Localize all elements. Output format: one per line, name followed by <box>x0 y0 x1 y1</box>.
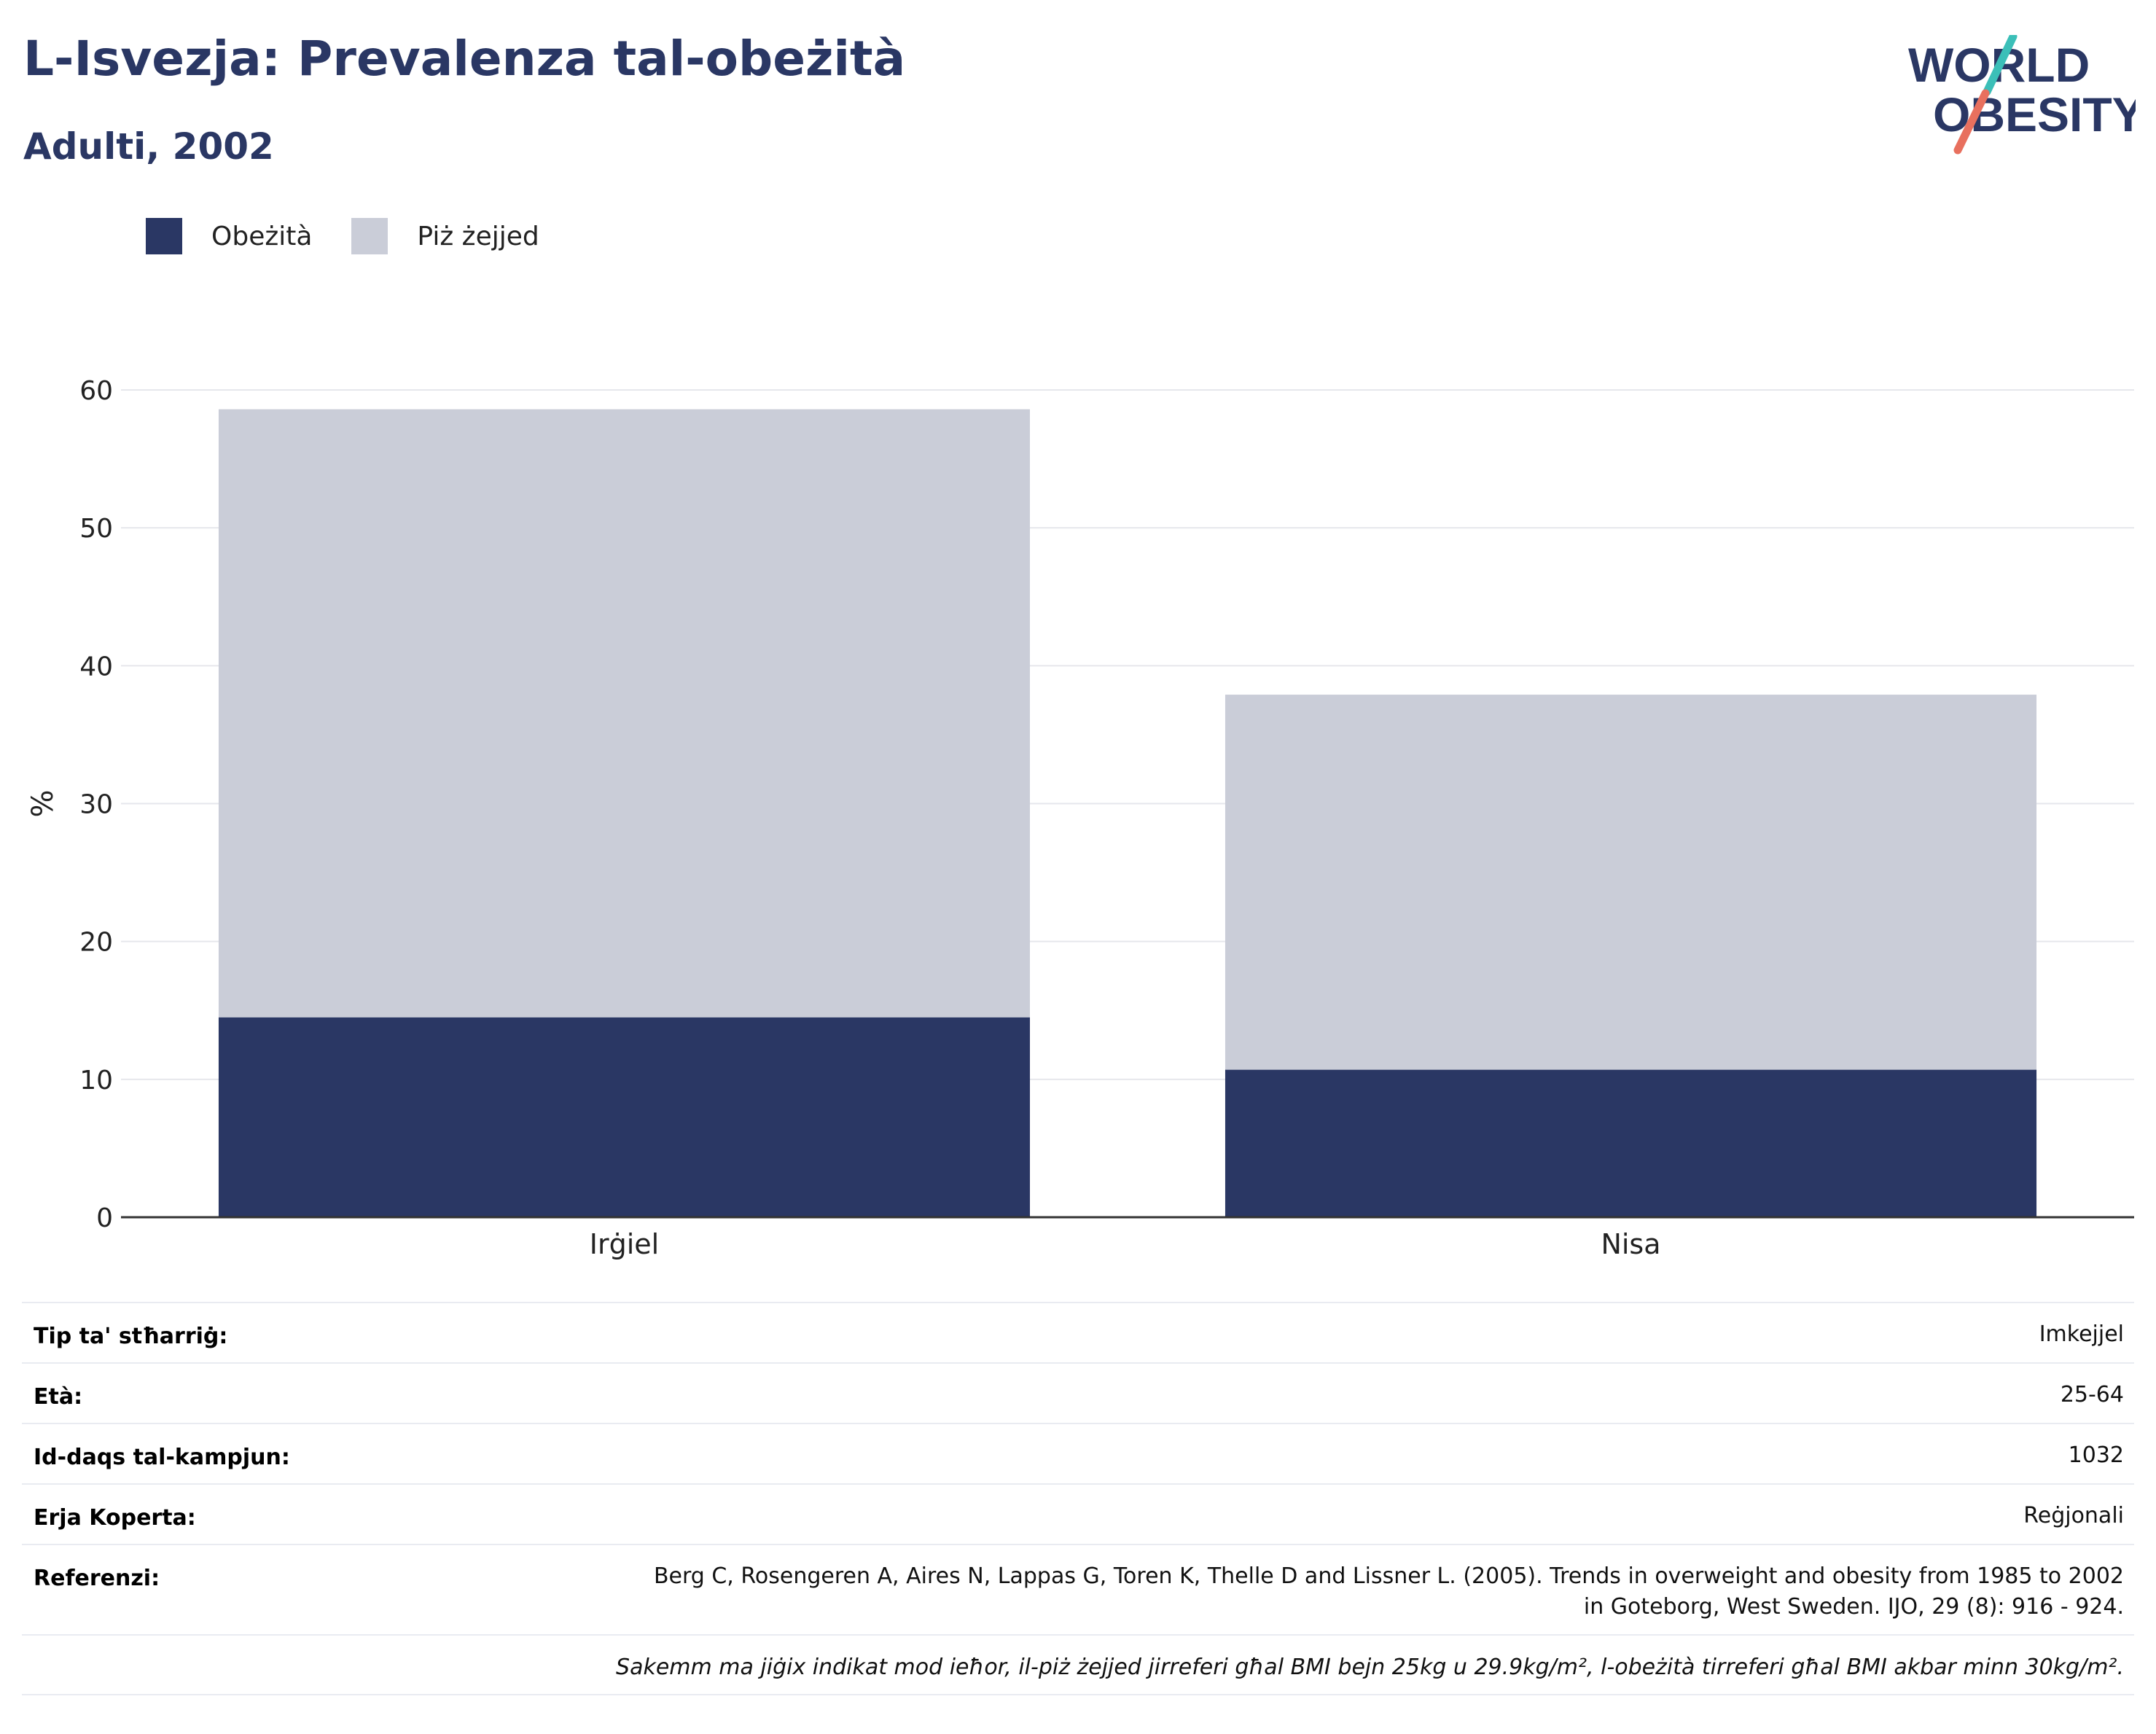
y-tick-label: 50 <box>79 514 113 544</box>
y-tick-label: 60 <box>79 376 113 406</box>
y-axis-label: % <box>26 789 60 817</box>
table-row-references: Referenzi: Berg C, Rosengeren A, Aires N… <box>22 1544 2134 1634</box>
references-value: Berg C, Rosengeren A, Aires N, Lappas G,… <box>375 1561 2124 1622</box>
legend-swatch-obesity <box>146 218 182 254</box>
sample-size-label: Id-daqs tal-kampjun: <box>34 1445 290 1470</box>
bar-obesity-men <box>218 1017 1031 1217</box>
survey-details-table: Tip ta' stħarriġ: Imkejjel Età: 25-64 Id… <box>22 1302 2134 1695</box>
survey-type-label: Tip ta' stħarriġ: <box>34 1324 228 1349</box>
legend-item-obesity[interactable]: Obeżità <box>146 218 312 254</box>
reference-line-2: in Goteborg, West Sweden. IJO, 29 (8): 9… <box>1583 1594 2124 1620</box>
sample-size-value: 1032 <box>2068 1442 2124 1468</box>
bar-overweight-women <box>1225 695 2037 1070</box>
table-row-age: Età: 25-64 <box>22 1362 2134 1423</box>
definition-note: Sakemm ma jiġix indikat mod ieħor, il-pi… <box>22 1634 2134 1695</box>
y-tick-label: 20 <box>79 928 113 958</box>
legend-label-obesity: Obeżità <box>211 221 313 251</box>
chart-legend: Obeżità Piż żejjed <box>146 217 579 255</box>
reference-line-1: Berg C, Rosengeren A, Aires N, Lappas G,… <box>653 1563 2124 1589</box>
table-row-survey-type: Tip ta' stħarriġ: Imkejjel <box>22 1302 2134 1362</box>
y-tick-label: 40 <box>79 652 113 682</box>
y-tick-label: 10 <box>79 1066 113 1096</box>
stacked-bar-chart: 0 10 20 30 40 50 60% Irġiel Nisa <box>26 376 2134 1260</box>
table-row-sample-size: Id-daqs tal-kampjun: 1032 <box>22 1423 2134 1483</box>
page-title: L-Isvezja: Prevalenza tal-obeżità <box>23 31 906 87</box>
age-value: 25-64 <box>2060 1382 2124 1407</box>
world-obesity-logo: WORLD OBESITY <box>1908 35 2136 155</box>
page-subtitle: Adulti, 2002 <box>23 125 274 168</box>
legend-item-overweight[interactable]: Piż żejjed <box>351 218 539 254</box>
references-label: Referenzi: <box>34 1566 160 1591</box>
logo-slash-teal <box>1983 35 2018 96</box>
legend-label-overweight: Piż żejjed <box>417 221 539 251</box>
area-covered-value: Reġjonali <box>2023 1503 2124 1528</box>
age-label: Età: <box>34 1384 83 1410</box>
legend-swatch-overweight <box>351 218 388 254</box>
bar-overweight-men <box>218 409 1031 1018</box>
y-tick-label: 30 <box>79 790 113 820</box>
x-tick-label: Irġiel <box>590 1228 659 1260</box>
y-tick-label: 0 <box>96 1203 113 1233</box>
survey-type-value: Imkejjel <box>2039 1321 2124 1347</box>
table-row-area-covered: Erja Koperta: Reġjonali <box>22 1483 2134 1544</box>
bar-obesity-women <box>1225 1069 2037 1217</box>
logo-slash-coral <box>1953 89 1990 155</box>
area-covered-label: Erja Koperta: <box>34 1505 196 1531</box>
x-tick-label: Nisa <box>1601 1228 1660 1260</box>
